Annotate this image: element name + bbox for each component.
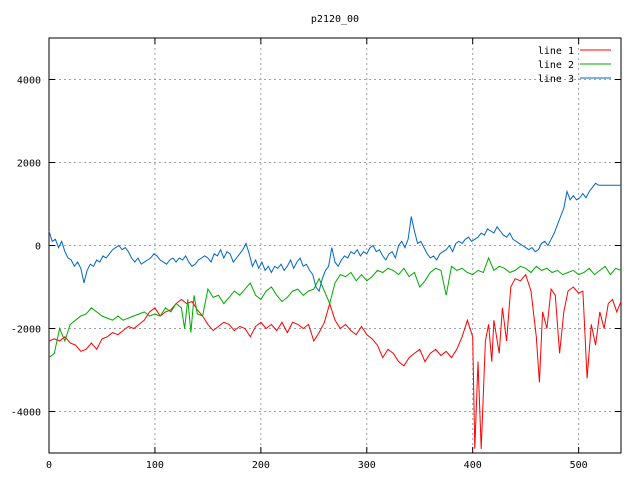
x-tick-label: 0 bbox=[46, 460, 52, 471]
y-tick-label: -2000 bbox=[11, 325, 41, 336]
y-tick-label: 2000 bbox=[17, 159, 41, 170]
legend-label: line 2 bbox=[538, 60, 574, 71]
y-tick-label: 0 bbox=[35, 242, 41, 253]
legend-label: line 1 bbox=[538, 46, 574, 57]
y-tick-label: 4000 bbox=[17, 76, 41, 87]
legend-label: line 3 bbox=[538, 74, 574, 85]
y-tick-label: -4000 bbox=[11, 408, 41, 419]
x-tick-label: 300 bbox=[358, 460, 376, 471]
axes: 0 100 200 300 400 500 -4000 -2000 0 2000 4000 bbox=[11, 38, 621, 471]
series-line-1 bbox=[48, 273, 622, 449]
chart-title: p2120_00 bbox=[311, 14, 359, 25]
x-tick-label: 500 bbox=[570, 460, 588, 471]
series-line-2 bbox=[48, 256, 622, 358]
grid bbox=[49, 38, 621, 453]
x-tick-label: 200 bbox=[252, 460, 270, 471]
x-tick-label: 400 bbox=[464, 460, 482, 471]
legend: line 1 line 2 line 3 bbox=[538, 46, 611, 85]
series-line-3 bbox=[48, 182, 621, 293]
series-group bbox=[48, 182, 622, 449]
x-tick-label: 100 bbox=[146, 460, 164, 471]
